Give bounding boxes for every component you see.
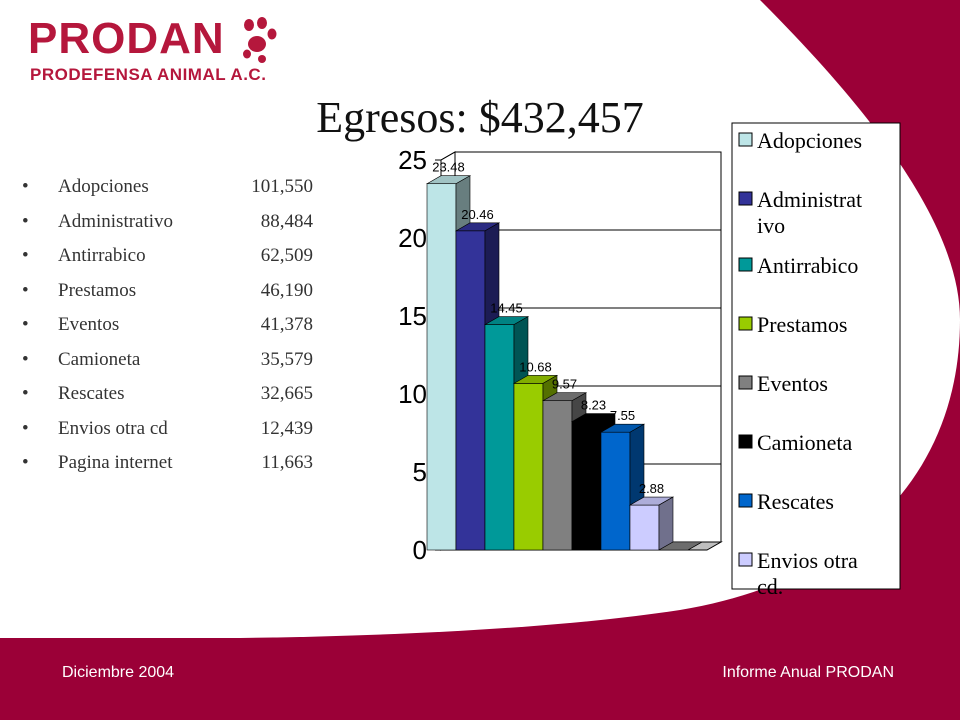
- item-value: 11,663: [261, 452, 313, 473]
- y-tick-label: 15: [398, 301, 427, 331]
- expense-list: • Adopciones 101,550 • Administrativo 88,484…: [22, 172, 322, 483]
- data-label: 7.55: [610, 408, 635, 423]
- logo-subtitle: PRODEFENSA ANIMAL A.C.: [30, 65, 267, 84]
- bar-front: [426, 183, 457, 551]
- item-value: 62,509: [260, 245, 313, 266]
- bullet-icon: •: [22, 210, 29, 232]
- data-label: 2.88: [639, 481, 664, 496]
- footer-report-title: Informe Anual PRODAN: [722, 664, 894, 681]
- list-item: • Eventos 41,378: [22, 310, 322, 345]
- legend-swatch: [738, 493, 753, 508]
- legend-label: Adopciones: [757, 128, 862, 153]
- item-label: Antirrabico: [58, 245, 146, 266]
- bar-side: [687, 541, 703, 551]
- legend-label: Antirrabico: [757, 253, 858, 278]
- list-item: • Adopciones 101,550: [22, 172, 322, 207]
- item-label: Rescates: [58, 383, 125, 404]
- legend-label: Camioneta: [757, 430, 853, 455]
- data-label: 20.46: [461, 207, 494, 222]
- bar-front: [455, 230, 486, 551]
- item-label: Administrativo: [58, 210, 174, 232]
- legend-label: ivo: [757, 213, 785, 238]
- bar-side: [658, 496, 674, 551]
- item-value: 32,665: [260, 383, 313, 404]
- legend-label: Eventos: [757, 371, 828, 396]
- prodan-logo: PRODAN PRODEFENSA ANIMAL A.C.: [28, 8, 278, 88]
- legend-label: Prestamos: [757, 312, 847, 337]
- y-tick-label: 10: [398, 379, 427, 409]
- y-tick-label: 5: [413, 457, 427, 487]
- legend-swatch: [738, 132, 753, 147]
- data-label: 9.57: [552, 377, 577, 392]
- legend-label: Envios otra: [757, 548, 858, 573]
- bullet-icon: •: [22, 314, 29, 335]
- bar-front: [571, 421, 602, 551]
- item-label: Camioneta: [58, 348, 141, 370]
- item-value: 35,579: [260, 348, 313, 370]
- list-item: • Prestamos 46,190: [22, 276, 322, 311]
- bullet-icon: •: [22, 452, 29, 473]
- item-value: 41,378: [260, 314, 313, 335]
- list-item: • Administrativo 88,484: [22, 207, 322, 242]
- bar-front: [513, 383, 544, 551]
- legend-label: Rescates: [757, 489, 834, 514]
- data-label: 14.45: [490, 301, 523, 316]
- y-tick-label: 0: [413, 535, 427, 565]
- item-label: Envios otra cd: [58, 417, 168, 439]
- data-label: 23.48: [432, 160, 465, 175]
- bullet-icon: •: [22, 245, 29, 266]
- paw-icon: [243, 17, 277, 63]
- legend-label: Administrat: [757, 187, 862, 212]
- item-value: 88,484: [260, 210, 313, 232]
- bullet-icon: •: [22, 176, 29, 197]
- list-item: • Camioneta 35,579: [22, 345, 322, 380]
- logo-word: PRODAN: [28, 14, 225, 63]
- bar-front: [484, 324, 515, 551]
- list-item: • Rescates 32,665: [22, 379, 322, 414]
- item-value: 46,190: [260, 279, 313, 301]
- item-value: 12,439: [260, 417, 313, 439]
- y-tick-label: 25: [398, 145, 427, 175]
- bar-8: [628, 496, 675, 551]
- bullet-icon: •: [22, 417, 29, 439]
- item-value: 101,550: [251, 176, 313, 197]
- y-tick-label: 20: [398, 223, 427, 253]
- list-item: • Pagina internet 11,663: [22, 448, 322, 483]
- bullet-icon: •: [22, 383, 29, 404]
- bullet-icon: •: [22, 348, 29, 370]
- bar-9: [657, 541, 704, 551]
- item-label: Pagina internet: [58, 452, 173, 473]
- legend-swatch: [738, 316, 753, 331]
- list-item: • Antirrabico 62,509: [22, 241, 322, 276]
- legend-label: cd.: [757, 574, 783, 599]
- legend-swatch: [738, 191, 753, 206]
- gridline: [440, 151, 456, 161]
- list-item: • Envios otra cd 12,439: [22, 414, 322, 449]
- legend-swatch: [738, 434, 753, 449]
- footer-date: Diciembre 2004: [62, 664, 175, 681]
- slide-title: Egresos: $432,457: [316, 93, 644, 142]
- bar-front: [600, 431, 631, 551]
- data-label: 10.68: [519, 359, 552, 374]
- legend: Adopciones Administrativo Antirrabico Prest…: [731, 122, 901, 599]
- legend-swatch: [738, 257, 753, 272]
- legend-swatch: [738, 375, 753, 390]
- item-label: Prestamos: [58, 279, 137, 301]
- bar-front: [629, 504, 660, 551]
- bullet-icon: •: [22, 279, 29, 301]
- item-label: Adopciones: [58, 176, 149, 197]
- data-label: 8.23: [581, 398, 606, 413]
- item-label: Eventos: [58, 314, 120, 335]
- legend-box: [731, 122, 901, 590]
- expense-bar-chart: 0 5 10 15 20 25 23.48 20.46 14.45 10.689.57 8.23 7.…: [398, 122, 901, 599]
- legend-swatch: [738, 552, 753, 567]
- bar-front: [542, 400, 573, 551]
